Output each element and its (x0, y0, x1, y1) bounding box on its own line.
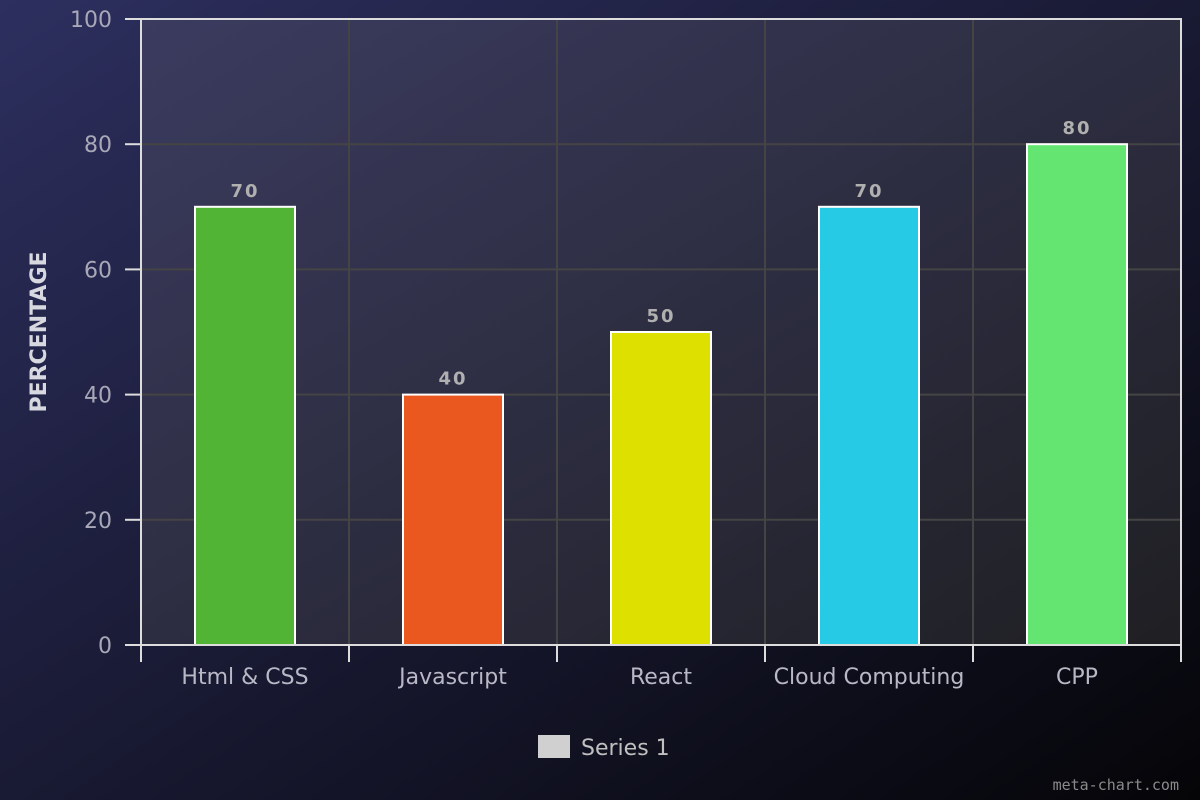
x-category-label: Cloud Computing (774, 665, 965, 690)
y-tick-label: 60 (84, 258, 112, 283)
data-label: 40 (438, 369, 467, 390)
y-tick-labels: 0 20 40 60 80 100 (70, 8, 112, 659)
bars (194, 143, 1128, 647)
plot-border (140, 18, 1182, 646)
y-tick-label: 20 (84, 509, 112, 534)
bar-html-css[interactable] (194, 205, 296, 647)
bar-cloud-computing[interactable] (818, 205, 920, 647)
watermark-text: meta-chart.com (1053, 776, 1179, 794)
data-label: 80 (1062, 118, 1091, 139)
data-labels: 70 40 50 70 80 (230, 118, 1091, 390)
x-category-label: CPP (1056, 665, 1098, 690)
legend[interactable]: Series 1 (538, 735, 670, 761)
bar-cpp[interactable] (1026, 143, 1128, 646)
grid-lines (141, 19, 1181, 645)
bar-javascript[interactable] (402, 393, 504, 646)
x-category-label: Html & CSS (181, 665, 308, 690)
x-category-label: Javascript (397, 665, 507, 690)
axes (125, 18, 1182, 662)
bar-react[interactable] (610, 331, 712, 646)
x-category-labels: Html & CSS Javascript React Cloud Computing… (181, 665, 1098, 690)
y-tick-label: 80 (84, 133, 112, 158)
data-label: 50 (646, 306, 675, 327)
data-label: 70 (230, 181, 259, 202)
legend-label: Series 1 (581, 736, 670, 761)
y-tick-label: 100 (70, 8, 112, 33)
y-axis-title: PERCENTAGE (27, 251, 52, 412)
x-category-label: React (630, 665, 692, 690)
y-tick-label: 0 (98, 634, 112, 659)
y-tick-label: 40 (84, 384, 112, 409)
legend-swatch (538, 735, 570, 758)
data-label: 70 (854, 181, 883, 202)
